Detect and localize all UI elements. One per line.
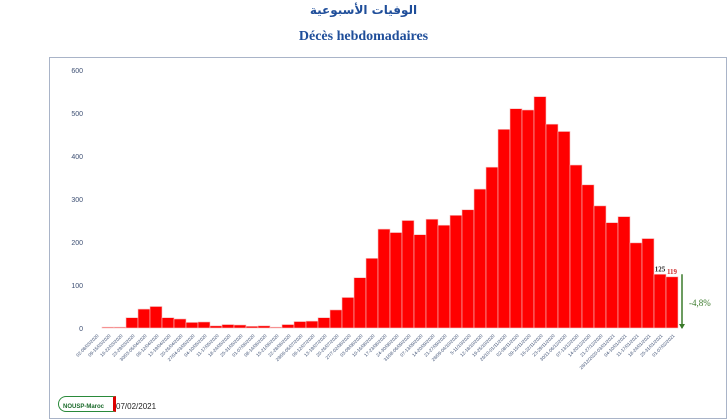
bar	[365, 258, 379, 329]
bar	[401, 220, 415, 329]
change-annotation: -4,8%	[689, 298, 711, 308]
bar	[257, 325, 271, 329]
bar	[425, 218, 439, 329]
y-tick-label: 200	[71, 240, 83, 247]
bar	[629, 242, 643, 329]
title-arabic: الوفيات الأسبوعية	[309, 3, 418, 17]
bar	[593, 205, 607, 329]
data-label: 119	[667, 268, 678, 276]
bar	[437, 224, 451, 329]
bar	[173, 318, 187, 329]
bar	[461, 209, 475, 329]
bar	[581, 184, 595, 329]
bar	[329, 309, 343, 329]
bar	[641, 238, 655, 329]
bar	[557, 131, 571, 329]
bar	[389, 232, 403, 329]
bar	[125, 317, 139, 329]
bar	[413, 234, 427, 329]
y-tick-label: 100	[71, 283, 83, 290]
bar	[185, 322, 199, 329]
bar	[209, 325, 223, 329]
bar	[653, 273, 667, 329]
bar	[569, 164, 583, 329]
bar	[101, 326, 115, 329]
bar	[317, 317, 331, 329]
bar	[197, 321, 211, 329]
y-tick-label: 400	[71, 154, 83, 161]
decrease-arrow-icon	[679, 324, 685, 329]
bar	[605, 222, 619, 329]
bar	[545, 123, 559, 329]
bar	[473, 188, 487, 329]
bar	[233, 324, 247, 329]
bar	[269, 326, 283, 329]
bar	[221, 324, 235, 329]
bar	[509, 108, 523, 329]
bar	[113, 326, 127, 329]
bar	[341, 297, 355, 329]
chart-title: Décès hebdomadaires	[298, 29, 429, 44]
bar	[485, 166, 499, 329]
logo: NOUSP-Maroc	[58, 396, 116, 412]
bar	[161, 317, 175, 329]
bar	[281, 324, 295, 329]
bar	[449, 215, 463, 329]
bar	[617, 216, 631, 329]
bar	[149, 306, 163, 329]
bar	[521, 109, 535, 329]
y-tick-label: 600	[71, 68, 83, 75]
bar	[533, 96, 547, 329]
y-tick-label: 500	[71, 111, 83, 118]
bar	[377, 228, 391, 329]
y-tick-label: 300	[71, 197, 83, 204]
bar	[305, 320, 319, 329]
data-label: 125	[655, 265, 666, 273]
bar	[293, 321, 307, 329]
bar	[137, 308, 151, 329]
bar	[665, 276, 679, 329]
bar	[353, 277, 367, 329]
bar	[245, 325, 259, 329]
bar	[497, 129, 511, 329]
report-date: 07/02/2021	[116, 402, 157, 411]
y-tick-label: 0	[79, 326, 83, 333]
